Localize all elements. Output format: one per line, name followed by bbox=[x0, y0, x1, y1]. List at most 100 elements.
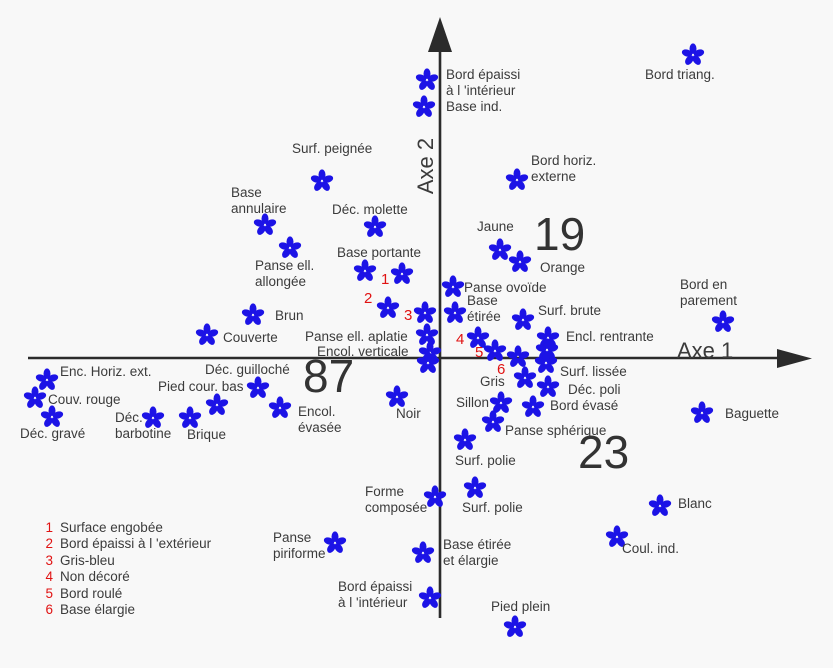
point-label-line: Base bbox=[467, 293, 498, 308]
point-label-line: Base portante bbox=[337, 245, 422, 260]
data-point-marker bbox=[710, 310, 736, 334]
data-point-marker bbox=[389, 262, 415, 286]
legend-label: Base élargie bbox=[60, 602, 136, 618]
point-label-line: Jaune bbox=[477, 219, 514, 234]
point-label-line: Base ind. bbox=[446, 99, 503, 114]
point-label-line: externe bbox=[531, 169, 577, 184]
point-label-line: et élargie bbox=[443, 553, 499, 568]
red-point-number: 3 bbox=[404, 307, 413, 324]
data-point-marker bbox=[502, 615, 528, 639]
point-label-line: Déc. guilloché bbox=[205, 362, 290, 377]
data-point-marker bbox=[352, 259, 378, 283]
point-label: Noir bbox=[396, 406, 421, 422]
point-label-line: Forme bbox=[365, 484, 405, 499]
point-label-line: Brun bbox=[275, 308, 304, 323]
data-point-marker bbox=[414, 68, 440, 92]
point-label: Enc. Horiz. ext. bbox=[60, 364, 152, 380]
legend-label: Bord épaissi à l 'extérieur bbox=[60, 536, 212, 552]
legend-number: 6 bbox=[45, 602, 53, 618]
data-point-marker bbox=[442, 301, 468, 325]
point-label-line: Pied plein bbox=[491, 599, 551, 614]
point-label-line: Encl. rentrante bbox=[566, 329, 654, 344]
point-label-line: à l 'intérieur bbox=[338, 595, 408, 610]
point-label: Orange bbox=[540, 260, 585, 276]
legend-label: Gris-bleu bbox=[60, 552, 115, 568]
point-label: Surf. brute bbox=[538, 303, 601, 319]
point-label-line: piriforme bbox=[273, 546, 326, 561]
point-label: Bord épaissi à l 'intérieur bbox=[338, 579, 412, 611]
point-label: Couverte bbox=[223, 330, 278, 346]
point-label: Encol. évasée bbox=[298, 404, 342, 436]
point-label: Base annulaire bbox=[231, 185, 287, 217]
point-label-line: Panse bbox=[273, 530, 312, 545]
legend-row: 6 Base élargie bbox=[41, 602, 211, 618]
data-point-marker bbox=[277, 236, 303, 260]
data-point-marker bbox=[415, 351, 441, 375]
point-label-line: Panse ell. aplatie bbox=[305, 329, 408, 344]
point-label-line: parement bbox=[680, 293, 738, 308]
point-label: Déc. gravé bbox=[20, 426, 85, 442]
point-label-line: Base bbox=[231, 185, 262, 200]
point-label-line: évasée bbox=[298, 420, 342, 435]
point-label-line: Bord épaissi bbox=[338, 579, 413, 594]
point-label-line: annulaire bbox=[231, 201, 287, 216]
data-point-marker bbox=[520, 395, 546, 419]
point-label: Base étirée bbox=[467, 293, 501, 325]
data-point-marker bbox=[462, 476, 488, 500]
point-label-line: Panse ell. bbox=[255, 258, 315, 273]
point-label: Encl. rentrante bbox=[566, 329, 654, 345]
point-label: Bord en parement bbox=[680, 277, 737, 309]
data-point-marker bbox=[322, 531, 348, 555]
data-point-marker bbox=[39, 405, 65, 429]
red-point-number: 4 bbox=[456, 331, 465, 348]
point-label-line: Encol. bbox=[298, 404, 336, 419]
data-point-marker bbox=[411, 95, 437, 119]
point-label-line: Déc. poli bbox=[568, 382, 621, 397]
legend-row: 5 Bord roulé bbox=[41, 586, 211, 602]
point-label: Bord triang. bbox=[645, 67, 715, 83]
point-label: Surf. polie bbox=[455, 453, 516, 469]
legend-number: 1 bbox=[45, 520, 53, 535]
data-point-marker bbox=[689, 401, 715, 425]
red-point-number: 5 bbox=[475, 344, 484, 361]
point-label: Pied plein bbox=[491, 599, 550, 615]
red-point-number: 1 bbox=[381, 271, 390, 288]
legend-number: 4 bbox=[45, 569, 53, 585]
point-label: Sillon bbox=[456, 395, 489, 411]
data-point-marker bbox=[414, 323, 440, 347]
point-label: Forme composée bbox=[365, 484, 427, 516]
point-label-line: Bord évasé bbox=[550, 398, 619, 413]
point-label-line: à l 'intérieur bbox=[446, 83, 516, 98]
point-label-line: Panse ovoïde bbox=[464, 280, 547, 295]
data-point-marker bbox=[504, 168, 530, 192]
point-label: Panse ell. allongée bbox=[255, 258, 314, 290]
point-label: Déc. barbotine bbox=[115, 410, 171, 442]
point-label-line: Orange bbox=[540, 260, 586, 275]
legend-label: Bord roulé bbox=[60, 585, 123, 601]
data-point-marker bbox=[267, 396, 293, 420]
point-label-line: Déc. bbox=[115, 410, 143, 425]
point-label-line: allongée bbox=[255, 274, 307, 289]
data-point-marker bbox=[22, 386, 48, 410]
point-label-line: Coul. ind. bbox=[622, 541, 680, 556]
point-label: Surf. polie bbox=[462, 500, 523, 516]
data-point-marker bbox=[410, 541, 436, 565]
legend: 1 Surface engobée 2 Bord épaissi à l 'extér… bbox=[41, 520, 211, 618]
data-point-marker bbox=[384, 385, 410, 409]
point-label: Brique bbox=[187, 427, 226, 443]
data-point-marker bbox=[510, 308, 536, 332]
point-label-line: étirée bbox=[467, 309, 501, 324]
point-label: Jaune bbox=[477, 219, 514, 235]
point-label-line: Sillon bbox=[456, 395, 490, 410]
point-label-line: Bord horiz. bbox=[531, 153, 597, 168]
point-label-line: Blanc bbox=[678, 496, 712, 511]
quadrant-count: 19 bbox=[534, 208, 586, 260]
legend-number: 2 bbox=[45, 536, 53, 552]
point-label-line: Bord épaissi bbox=[446, 67, 521, 82]
data-point-marker bbox=[512, 366, 538, 390]
point-label: Déc. guilloché bbox=[205, 362, 290, 378]
point-label-line: Surf. polie bbox=[455, 453, 516, 468]
data-point-marker bbox=[412, 301, 438, 325]
